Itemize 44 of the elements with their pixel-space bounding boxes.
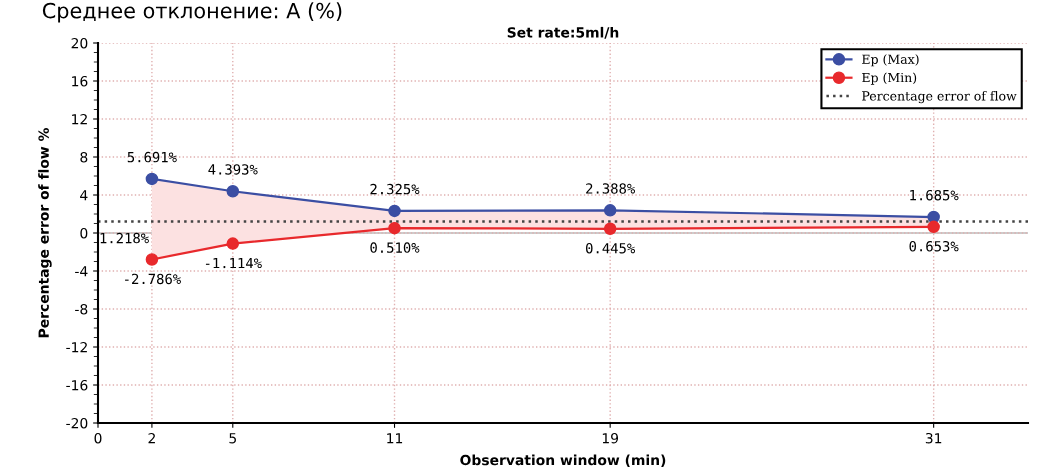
point: [603, 204, 617, 217]
annotation: 1.218%: [100, 232, 149, 244]
data-label: 2.388%: [586, 183, 636, 194]
x-tick-label: 31: [925, 432, 942, 444]
point: [388, 221, 401, 235]
y-tick-label: 8: [80, 151, 88, 163]
y-tick-label: 0: [80, 227, 88, 239]
y-tick-label: -12: [66, 341, 87, 353]
data-label: 0.445%: [585, 242, 636, 254]
y-tick-label: 20: [71, 37, 88, 49]
chart-title: Set rate:5ml/h: [507, 26, 619, 39]
point: [927, 220, 940, 234]
legend-label: Ep (Max): [862, 54, 919, 67]
data-label: -1.114%: [205, 257, 262, 269]
x-tick-label: 19: [602, 432, 619, 444]
data-label: -2.786%: [125, 273, 181, 285]
point: [603, 222, 617, 236]
x-tick-label: 11: [387, 433, 403, 444]
data-label: 1.685%: [910, 189, 959, 201]
y-tick-label: -20: [66, 417, 88, 429]
data-label: 0.510%: [370, 242, 420, 253]
data-label: 0.653%: [909, 241, 959, 252]
x-axis-title: Observation window (min): [460, 454, 666, 467]
legend-label: Ep (Min): [862, 72, 917, 85]
x-tick-label: 2: [148, 432, 155, 444]
legend-label: Percentage error of flow: [862, 90, 1017, 104]
y-tick-label: -16: [66, 379, 88, 391]
y-tick-label: -4: [75, 266, 88, 277]
y-tick-label: 16: [72, 75, 88, 87]
data-label: 4.393%: [208, 164, 258, 175]
x-tick-label: 0: [94, 432, 102, 444]
point: [145, 253, 159, 266]
point: [226, 237, 240, 250]
point: [388, 204, 401, 218]
data-label: 5.691%: [127, 151, 177, 163]
y-tick-label: 12: [72, 113, 87, 125]
text: Среднее отклонение: A (%): [42, 2, 342, 23]
data-label: 2.325%: [370, 183, 420, 195]
y-axis-title: Percentage error of flow %: [38, 128, 52, 338]
point: [145, 172, 159, 186]
y-tick-label: -8: [75, 303, 88, 315]
y-tick-label: 4: [80, 190, 88, 201]
point: [226, 185, 240, 198]
x-tick-label: 5: [229, 433, 236, 444]
